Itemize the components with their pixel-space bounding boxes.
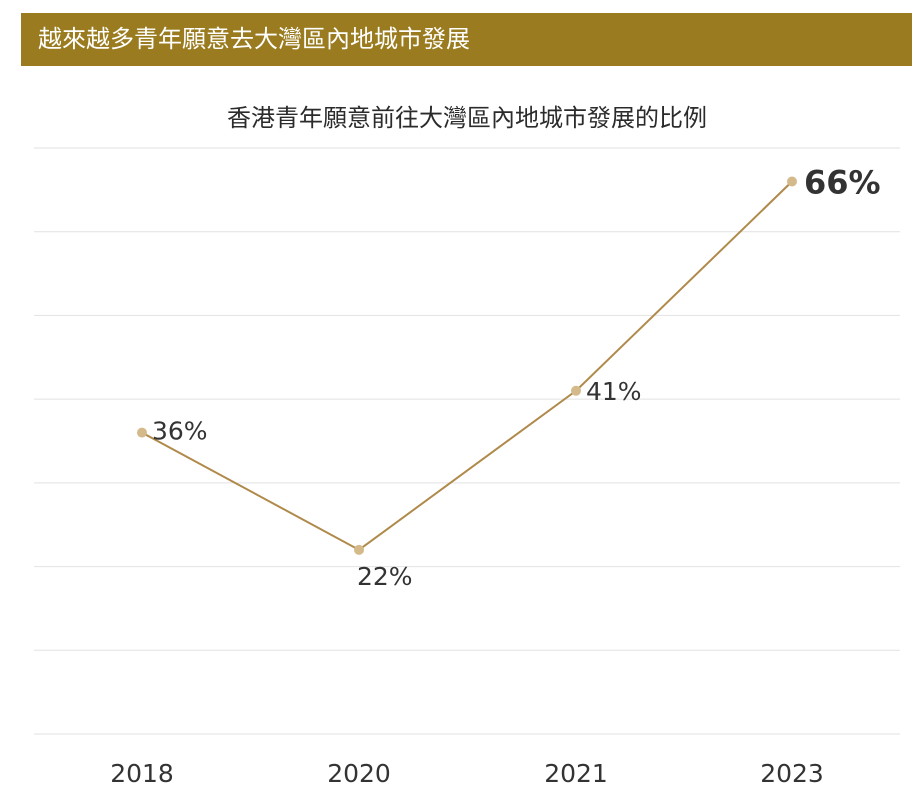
- x-tick-label-2023: 2023: [760, 759, 824, 788]
- x-axis-ticks: 2018 2020 2021 2023: [110, 759, 824, 788]
- data-label-2020: 22%: [357, 562, 413, 591]
- data-label-2021: 41%: [586, 377, 642, 406]
- gridlines: [34, 147, 900, 735]
- header-banner: 越來越多青年願意去大灣區內地城市發展: [21, 13, 912, 66]
- data-point-2018: [137, 427, 147, 438]
- series-line-layer: [141, 180, 793, 552]
- data-label-2023: 66%: [804, 163, 881, 201]
- data-point-2023: [787, 176, 797, 187]
- data-point-2021: [571, 385, 581, 396]
- series-line: [141, 180, 793, 552]
- data-label-2018: 36%: [152, 417, 208, 446]
- x-tick-label-2021: 2021: [544, 759, 608, 788]
- data-labels: 36% 22% 41% 66%: [152, 163, 881, 590]
- x-tick-label-2018: 2018: [110, 759, 174, 788]
- x-tick-label-2020: 2020: [327, 759, 391, 788]
- data-point-2020: [354, 544, 364, 555]
- chart-title: 香港青年願意前往大灣區內地城市發展的比例: [227, 104, 707, 132]
- banner-title: 越來越多青年願意去大灣區內地城市發展: [38, 25, 470, 53]
- data-points: [137, 176, 797, 555]
